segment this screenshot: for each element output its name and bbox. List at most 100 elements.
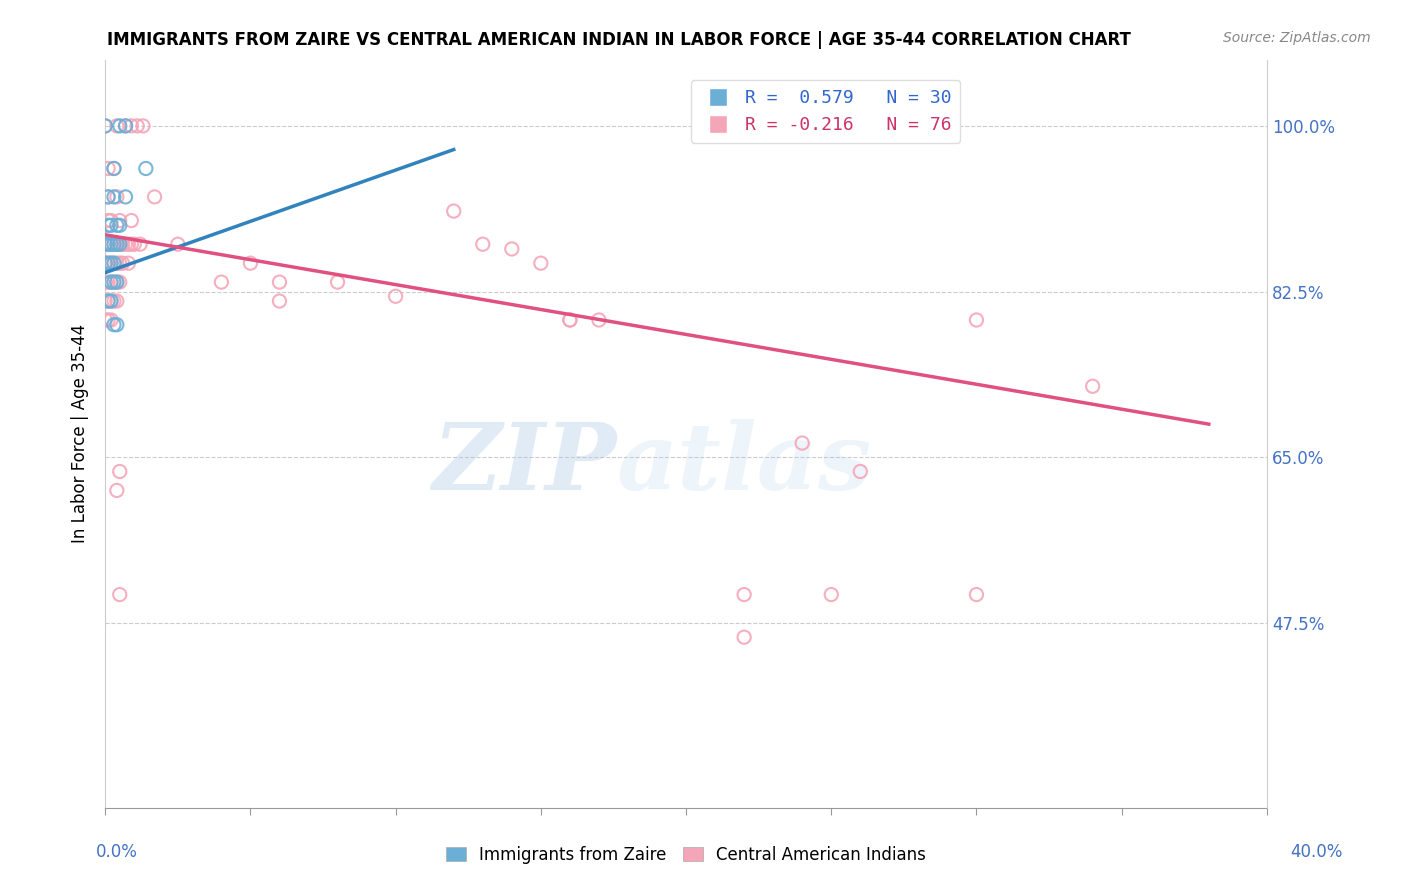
Point xyxy=(269,293,291,308)
Point xyxy=(100,237,122,252)
Point xyxy=(108,588,131,602)
Point xyxy=(100,237,122,252)
Point xyxy=(94,119,117,133)
Point xyxy=(108,275,131,289)
Point xyxy=(114,119,136,133)
Point xyxy=(120,119,142,133)
Point xyxy=(733,588,755,602)
Point xyxy=(103,275,125,289)
Point xyxy=(558,313,581,327)
Point xyxy=(100,275,122,289)
Point xyxy=(97,213,120,227)
Point xyxy=(733,630,755,644)
Point xyxy=(132,119,155,133)
Point xyxy=(530,256,553,270)
Point xyxy=(326,275,349,289)
Point xyxy=(94,256,117,270)
Point xyxy=(588,313,610,327)
Point xyxy=(501,242,523,256)
Point xyxy=(105,190,128,204)
Text: atlas: atlas xyxy=(616,418,872,508)
Point xyxy=(733,119,755,133)
Point xyxy=(849,119,872,133)
Point xyxy=(97,190,120,204)
Point xyxy=(733,119,755,133)
Point xyxy=(105,483,128,498)
Point xyxy=(108,465,131,479)
Point xyxy=(108,213,131,227)
Point xyxy=(105,237,128,252)
Point xyxy=(103,161,125,176)
Point xyxy=(558,313,581,327)
Point xyxy=(792,436,814,450)
Point xyxy=(97,219,120,233)
Point xyxy=(103,161,125,176)
Point xyxy=(97,293,120,308)
Point xyxy=(94,237,117,252)
Point xyxy=(103,318,125,332)
Point xyxy=(103,293,125,308)
Point xyxy=(127,119,149,133)
Point xyxy=(105,256,128,270)
Point xyxy=(97,237,120,252)
Point xyxy=(820,588,842,602)
Point xyxy=(105,219,128,233)
Point xyxy=(105,237,128,252)
Point xyxy=(94,256,117,270)
Point xyxy=(97,190,120,204)
Point xyxy=(105,275,128,289)
Point xyxy=(105,275,128,289)
Point xyxy=(100,293,122,308)
Point xyxy=(108,219,131,233)
Point xyxy=(114,190,136,204)
Point xyxy=(97,313,120,327)
Point xyxy=(111,256,134,270)
Text: 0.0%: 0.0% xyxy=(96,843,138,861)
Point xyxy=(269,275,291,289)
Point xyxy=(105,293,128,308)
Point xyxy=(97,237,120,252)
Point xyxy=(114,119,136,133)
Point xyxy=(120,237,142,252)
Point xyxy=(103,256,125,270)
Point xyxy=(1081,379,1104,393)
Point xyxy=(108,237,131,252)
Point xyxy=(103,237,125,252)
Point xyxy=(117,237,139,252)
Text: ZIP: ZIP xyxy=(432,418,616,508)
Text: 40.0%: 40.0% xyxy=(1291,843,1343,861)
Point xyxy=(443,204,465,219)
Point xyxy=(384,289,406,303)
Point xyxy=(111,237,134,252)
Point xyxy=(166,237,188,252)
Y-axis label: In Labor Force | Age 35-44: In Labor Force | Age 35-44 xyxy=(72,324,89,543)
Point xyxy=(97,161,120,176)
Point xyxy=(103,237,125,252)
Point xyxy=(100,256,122,270)
Point xyxy=(100,313,122,327)
Point xyxy=(966,588,988,602)
Point xyxy=(966,313,988,327)
Point xyxy=(114,237,136,252)
Point xyxy=(100,293,122,308)
Point xyxy=(117,256,139,270)
Point xyxy=(209,275,232,289)
Point xyxy=(120,213,142,227)
Text: Source: ZipAtlas.com: Source: ZipAtlas.com xyxy=(1223,31,1371,45)
Point xyxy=(105,119,128,133)
Point xyxy=(100,219,122,233)
Point xyxy=(100,275,122,289)
Point xyxy=(100,213,122,227)
Legend: R =  0.579   N = 30, R = -0.216   N = 76: R = 0.579 N = 30, R = -0.216 N = 76 xyxy=(690,80,960,143)
Point xyxy=(103,275,125,289)
Point xyxy=(108,119,131,133)
Point xyxy=(97,256,120,270)
Point xyxy=(103,190,125,204)
Point xyxy=(94,313,117,327)
Point xyxy=(94,237,117,252)
Point xyxy=(122,237,145,252)
Point xyxy=(471,237,494,252)
Point xyxy=(108,237,131,252)
Point xyxy=(103,256,125,270)
Point xyxy=(105,318,128,332)
